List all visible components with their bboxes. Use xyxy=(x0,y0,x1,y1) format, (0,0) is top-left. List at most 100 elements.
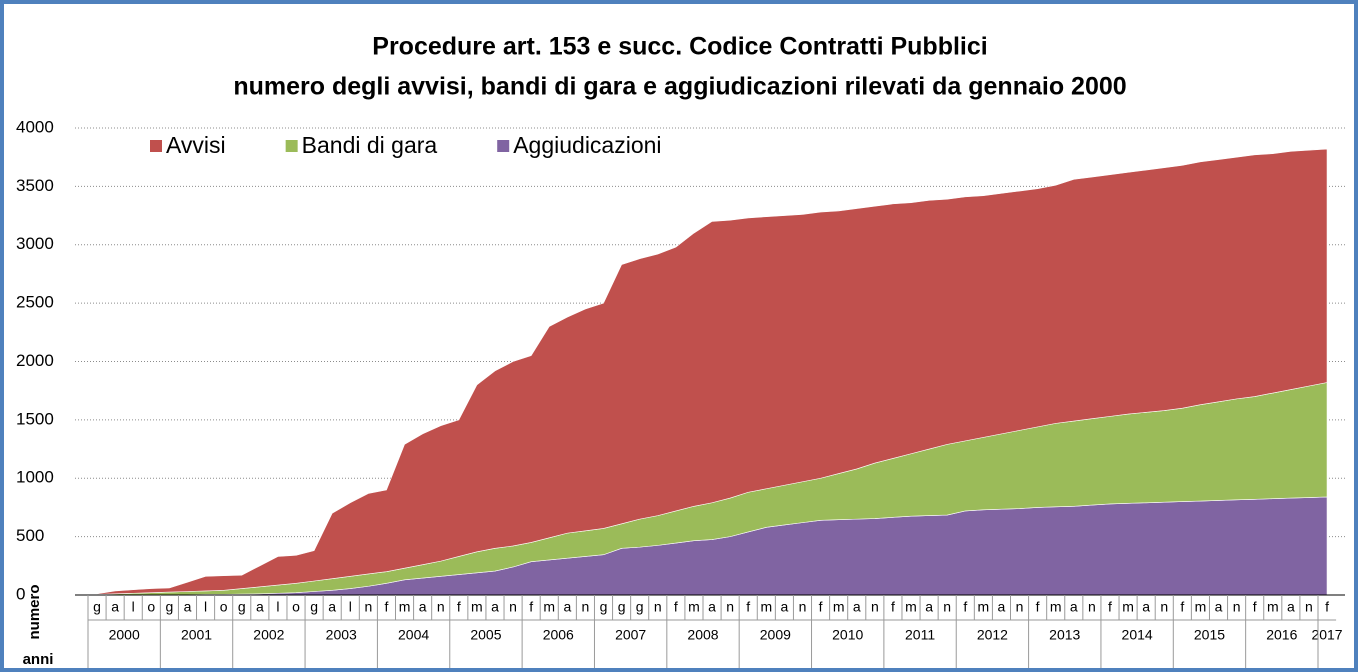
x-tick-label: f xyxy=(963,599,967,615)
area xyxy=(96,148,1328,595)
year-label: 2004 xyxy=(398,627,429,643)
x-tick-label: f xyxy=(385,599,389,615)
x-tick-label: f xyxy=(1180,599,1184,615)
x-tick-label: m xyxy=(471,599,483,615)
year-label: 2002 xyxy=(253,627,284,643)
x-tick-label: g xyxy=(618,599,626,615)
x-tick-label: g xyxy=(238,599,246,615)
legend-label: Aggiudicazioni xyxy=(513,132,661,158)
year-label: 2015 xyxy=(1194,627,1225,643)
x-tick-label: a xyxy=(1287,599,1295,615)
x-tick-label: l xyxy=(349,599,352,615)
year-label: 2010 xyxy=(832,627,863,643)
y-tick-label: 2500 xyxy=(16,293,54,312)
x-tick-label: o xyxy=(147,599,155,615)
x-tick-label: n xyxy=(799,599,807,615)
x-tick-label: a xyxy=(419,599,427,615)
x-tick-label: a xyxy=(925,599,933,615)
x-tick-label: a xyxy=(491,599,499,615)
x-tick-label: l xyxy=(132,599,135,615)
x-tick-label: n xyxy=(726,599,734,615)
x-tick-label: a xyxy=(563,599,571,615)
y-axis-label: numero xyxy=(26,584,43,639)
x-tick-label: o xyxy=(292,599,300,615)
x-tick-label: a xyxy=(328,599,336,615)
x-tick-label: m xyxy=(1267,599,1279,615)
x-tick-label: f xyxy=(891,599,895,615)
legend-swatch xyxy=(497,140,510,152)
x-tick-label: m xyxy=(1050,599,1062,615)
x-tick-label: f xyxy=(1036,599,1040,615)
legend-label: Bandi di gara xyxy=(302,132,438,158)
year-label: 2008 xyxy=(687,627,718,643)
x-tick-label: f xyxy=(1325,599,1329,615)
x-tick-label: m xyxy=(833,599,845,615)
x-tick-label: n xyxy=(364,599,372,615)
x-tick-label: n xyxy=(437,599,445,615)
x-tick-label: m xyxy=(543,599,555,615)
chart-title: Procedure art. 153 e succ. Codice Contra… xyxy=(372,33,987,61)
year-label: 2012 xyxy=(977,627,1008,643)
year-label: 2007 xyxy=(615,627,646,643)
x-axis-label: anni xyxy=(23,651,54,668)
x-tick-label: g xyxy=(636,599,644,615)
x-tick-label: o xyxy=(220,599,228,615)
y-tick-label: 3000 xyxy=(16,234,54,253)
x-tick-label: m xyxy=(760,599,772,615)
y-tick-label: 500 xyxy=(16,526,44,545)
legend-swatch xyxy=(150,140,162,152)
x-tick-label: n xyxy=(943,599,951,615)
x-tick-label: m xyxy=(978,599,990,615)
chart-subtitle: numero degli avvisi, bandi di gara e agg… xyxy=(233,73,1126,101)
year-label: 2003 xyxy=(326,627,357,643)
year-label: 2005 xyxy=(470,627,501,643)
x-tick-label: a xyxy=(1142,599,1150,615)
x-tick-label: a xyxy=(708,599,716,615)
x-tick-label: n xyxy=(871,599,879,615)
y-tick-label: 0 xyxy=(16,584,25,603)
x-tick-label: n xyxy=(1160,599,1168,615)
x-tick-label: a xyxy=(1215,599,1223,615)
x-tick-label: n xyxy=(1233,599,1241,615)
year-label: 2017 xyxy=(1311,627,1342,643)
year-label: 2011 xyxy=(905,627,935,643)
x-tick-label: n xyxy=(582,599,590,615)
x-tick-label: a xyxy=(998,599,1006,615)
y-tick-label: 1500 xyxy=(16,409,54,428)
x-tick-label: a xyxy=(184,599,192,615)
y-tick-label: 2000 xyxy=(16,351,54,370)
x-tick-label: g xyxy=(600,599,608,615)
x-tick-label: f xyxy=(457,599,461,615)
year-label: 2016 xyxy=(1266,627,1297,643)
legend-label: Avvisi xyxy=(166,132,226,158)
y-tick-label: 1000 xyxy=(16,468,54,487)
year-label: 2013 xyxy=(1049,627,1080,643)
x-tick-label: f xyxy=(746,599,750,615)
x-tick-label: a xyxy=(780,599,788,615)
x-tick-label: n xyxy=(509,599,517,615)
x-tick-label: f xyxy=(1253,599,1257,615)
y-tick-label: 3500 xyxy=(16,176,54,195)
x-tick-label: m xyxy=(399,599,411,615)
x-tick-label: m xyxy=(688,599,700,615)
x-tick-label: g xyxy=(310,599,318,615)
x-tick-label: f xyxy=(819,599,823,615)
year-label: 2006 xyxy=(543,627,574,643)
x-tick-label: a xyxy=(111,599,119,615)
year-label: 2000 xyxy=(109,627,140,643)
x-tick-label: g xyxy=(93,599,101,615)
x-tick-label: m xyxy=(1122,599,1134,615)
year-label: 2014 xyxy=(1122,627,1153,643)
x-tick-label: l xyxy=(276,599,279,615)
x-tick-label: m xyxy=(905,599,917,615)
x-tick-label: f xyxy=(674,599,678,615)
x-tick-label: g xyxy=(165,599,173,615)
x-tick-label: n xyxy=(1016,599,1024,615)
x-tick-label: n xyxy=(654,599,662,615)
legend-swatch xyxy=(285,140,298,152)
x-tick-label: a xyxy=(256,599,264,615)
year-label: 2009 xyxy=(760,627,791,643)
x-tick-label: n xyxy=(1305,599,1313,615)
